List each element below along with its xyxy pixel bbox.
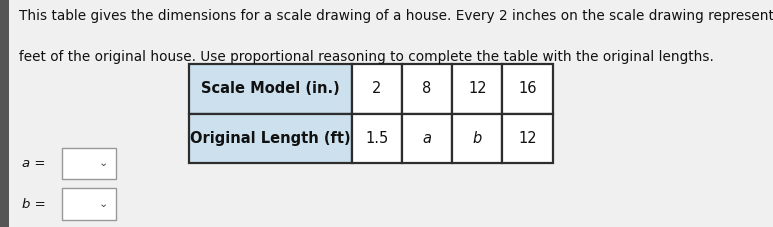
Bar (189, 114, 352, 163)
Bar (189, 64, 352, 114)
Bar (502, 64, 553, 114)
Text: b: b (473, 131, 482, 146)
Text: b =: b = (22, 198, 46, 211)
Bar (352, 114, 402, 163)
Bar (62, 188, 116, 220)
Bar (452, 114, 502, 163)
Text: 1.5: 1.5 (365, 131, 389, 146)
Bar (0, 0, 9, 227)
Text: ⌄: ⌄ (99, 199, 108, 209)
Text: 8: 8 (423, 81, 431, 96)
Text: 16: 16 (519, 81, 536, 96)
Text: Original Length (ft): Original Length (ft) (190, 131, 351, 146)
Bar (402, 114, 452, 163)
Text: Scale Model (in.): Scale Model (in.) (201, 81, 340, 96)
Text: feet of the original house. Use proportional reasoning to complete the table wit: feet of the original house. Use proporti… (19, 50, 714, 64)
Bar (452, 64, 502, 114)
Text: This table gives the dimensions for a scale drawing of a house. Every 2 inches o: This table gives the dimensions for a sc… (19, 9, 773, 23)
Bar (62, 148, 116, 179)
Bar (352, 64, 402, 114)
Text: ⌄: ⌄ (99, 158, 108, 168)
Text: 2: 2 (372, 81, 382, 96)
Bar (402, 64, 452, 114)
Text: a =: a = (22, 157, 45, 170)
Text: 12: 12 (518, 131, 537, 146)
Text: a: a (423, 131, 431, 146)
Bar (502, 114, 553, 163)
Text: 12: 12 (468, 81, 487, 96)
